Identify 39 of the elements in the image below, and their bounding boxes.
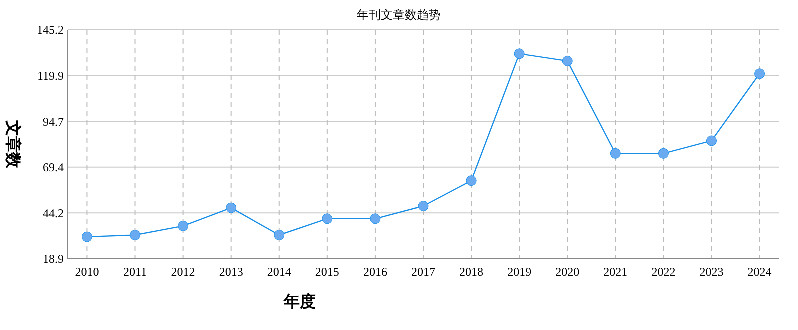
point: [226, 202, 237, 214]
x-tick-label: 2016: [363, 265, 388, 279]
y-tick-label: 18.9: [43, 252, 64, 266]
x-tick-label: 2020: [556, 265, 580, 279]
point: [610, 148, 621, 159]
point: [178, 220, 189, 232]
chart-title: 年刊文章数趋势: [357, 8, 441, 22]
point: [82, 232, 92, 242]
y-tick-label: 94.7: [43, 114, 64, 129]
x-tick-label: 2017: [412, 265, 436, 279]
y-tick-label: 145.2: [37, 23, 64, 38]
x-tick-label: 2021: [604, 265, 628, 279]
x-tick-label: 2019: [508, 265, 532, 279]
x-tick-label: 2018: [460, 265, 484, 279]
point: [466, 176, 477, 186]
y-tick-label: 44.2: [43, 206, 64, 220]
point: [370, 214, 381, 224]
point: [658, 148, 669, 159]
point: [562, 56, 573, 66]
point: [754, 68, 766, 80]
x-tick-label: 2013: [219, 265, 244, 279]
x-tick-label: 2012: [171, 265, 196, 279]
x-tick-label: 2024: [748, 265, 772, 279]
y-tick-label: 69.4: [43, 160, 64, 175]
x-tick-label: 2010: [75, 265, 100, 279]
x-tick-label: 2022: [652, 265, 676, 279]
point: [322, 214, 333, 224]
x-tick-label: 2015: [315, 265, 340, 279]
y-axis-title: 文章数: [4, 120, 22, 170]
x-tick-label: 2011: [123, 265, 148, 279]
x-axis-title: 年度: [283, 292, 316, 311]
point: [130, 230, 141, 240]
x-tick-label: 2023: [700, 265, 724, 279]
x-tick-label: 2014: [267, 265, 292, 279]
point: [706, 136, 717, 146]
y-tick-label: 119.9: [37, 69, 64, 84]
point: [274, 230, 285, 240]
point: [418, 200, 429, 212]
point: [514, 48, 525, 60]
